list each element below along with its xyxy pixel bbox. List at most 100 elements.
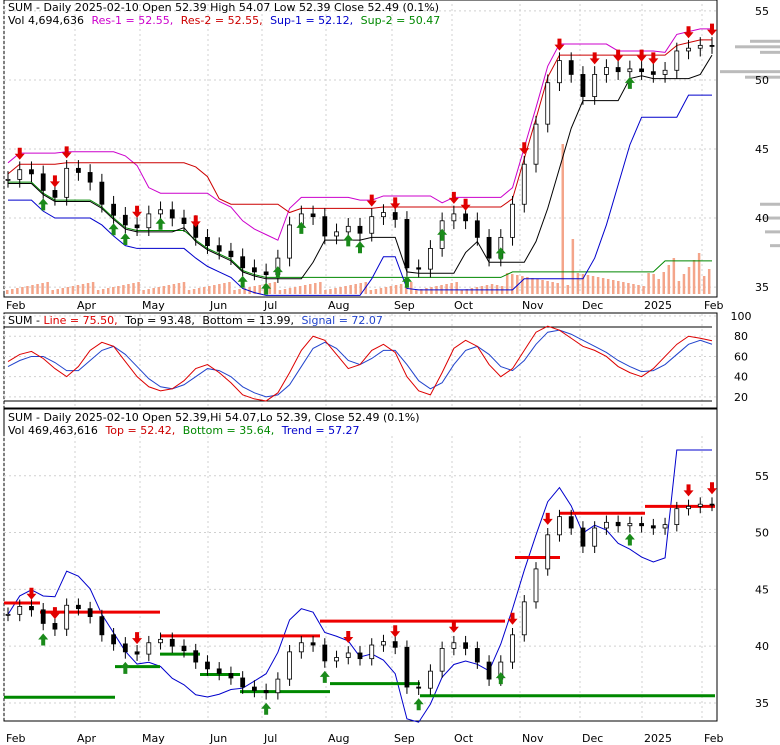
x-tick-label: Nov xyxy=(522,732,544,745)
volume-bar xyxy=(425,288,428,294)
price-body xyxy=(557,60,562,84)
price-body xyxy=(310,213,316,218)
volume-bar xyxy=(374,289,378,294)
trend-band-line xyxy=(7,449,712,723)
sell-arrow xyxy=(448,191,459,204)
volume-bar xyxy=(516,275,519,294)
volume-bar xyxy=(430,287,433,294)
price-body xyxy=(99,616,105,636)
price-body xyxy=(5,613,11,616)
y-tick-label: 55 xyxy=(755,470,769,483)
x-tick-label: Jul xyxy=(263,732,277,745)
x-tick-label: Feb xyxy=(6,299,25,312)
top-header-line1: SUM - Daily 2025-02-10 Open 52.39 High 5… xyxy=(8,1,439,14)
sell-arrow xyxy=(542,512,553,525)
volume-bar xyxy=(546,281,549,294)
volume-bar xyxy=(455,282,458,294)
volume-bar xyxy=(172,284,176,294)
volume-bar xyxy=(278,290,282,294)
price-body xyxy=(64,604,70,630)
price-body xyxy=(52,190,58,198)
volume-bar xyxy=(490,284,494,294)
x-tick-label: Jul xyxy=(263,299,277,312)
volume-bar xyxy=(298,286,302,294)
price-body xyxy=(404,646,410,688)
price-body xyxy=(310,642,316,646)
x-tick-label: Oct xyxy=(454,732,474,745)
bottom-price-bars xyxy=(5,497,715,700)
buy-arrow xyxy=(108,223,119,236)
volume-bar xyxy=(399,284,403,294)
volume-bar xyxy=(243,288,246,294)
volume-bar xyxy=(238,289,241,294)
price-body xyxy=(52,623,58,630)
price-body xyxy=(381,212,386,218)
y-tick-label: 100 xyxy=(731,310,752,323)
x-tick-label: May xyxy=(142,299,165,312)
price-body xyxy=(392,212,398,220)
price-body xyxy=(568,60,574,75)
sell-arrow xyxy=(343,630,354,643)
price-body xyxy=(662,69,668,75)
price-body xyxy=(592,527,598,547)
price-body xyxy=(533,123,539,165)
buy-arrow xyxy=(437,228,448,241)
volume-profile xyxy=(720,39,780,248)
volume-bar xyxy=(202,287,206,294)
volume-bar xyxy=(677,281,681,294)
price-body xyxy=(439,648,445,672)
buy-arrow xyxy=(624,533,635,546)
volume-bar xyxy=(359,283,362,294)
bottom-x-axis: Feb Apr May Jun Jul Aug Sep Oct Nov Dec 2025 Feb xyxy=(6,732,723,745)
res-line xyxy=(7,28,712,241)
y-tick-label: 50 xyxy=(755,74,769,87)
x-tick-label: Sep xyxy=(394,732,415,745)
price-body xyxy=(463,213,469,222)
price-body xyxy=(205,236,210,247)
bottom-label: Bottom = 13.99, xyxy=(202,314,294,327)
volume-bar xyxy=(389,286,393,294)
x-tick-label: May xyxy=(142,732,165,745)
buy-arrow xyxy=(261,282,272,295)
middle-prefix: SUM - xyxy=(8,314,44,327)
price-body xyxy=(474,220,480,238)
bottom-y-axis: 35 40 45 50 55 xyxy=(755,470,769,710)
x-tick-label: Jun xyxy=(209,732,227,745)
volume-bar xyxy=(349,285,352,294)
volume-bar xyxy=(41,283,44,294)
price-body xyxy=(627,523,633,527)
line-label: Line = 75.50, xyxy=(44,314,118,327)
price-body xyxy=(427,670,433,689)
buy-arrow xyxy=(261,702,272,715)
volume-bar xyxy=(192,289,196,294)
buy-arrow xyxy=(319,670,330,683)
price-body xyxy=(169,209,175,219)
top-label: Top = 93.48, xyxy=(124,314,195,327)
volume-bar xyxy=(76,285,80,294)
price-body xyxy=(334,657,339,662)
price-body xyxy=(357,652,363,660)
volume-bar xyxy=(511,274,514,294)
price-body xyxy=(275,678,281,694)
volume-bar xyxy=(26,286,29,294)
top-header-line2: Vol 4,694,636 Res-1 = 52.55, Res-2 = 52.… xyxy=(8,14,440,27)
volume-bar xyxy=(152,288,155,294)
price-body xyxy=(158,209,163,215)
price-body xyxy=(604,67,609,75)
price-body xyxy=(134,224,140,229)
sell-arrow xyxy=(683,484,694,497)
price-body xyxy=(169,638,175,647)
sell-arrow xyxy=(132,205,143,218)
price-body xyxy=(146,642,152,655)
volume-bar xyxy=(591,276,595,294)
volume-bar xyxy=(157,287,160,294)
price-body xyxy=(345,652,351,658)
trend-bottom-label: Bottom = 35.64, xyxy=(183,424,275,437)
price-body xyxy=(111,203,116,216)
volume-bar xyxy=(531,278,534,294)
res1-label: Res-1 = 52.55, xyxy=(91,14,173,27)
middle-y-axis: 20 40 60 80 100 xyxy=(731,310,752,404)
bottom-header-line2: Vol 469,463,616 Top = 52.42, Bottom = 35… xyxy=(8,424,360,437)
price-body xyxy=(122,214,128,226)
volume-bar xyxy=(288,288,292,294)
